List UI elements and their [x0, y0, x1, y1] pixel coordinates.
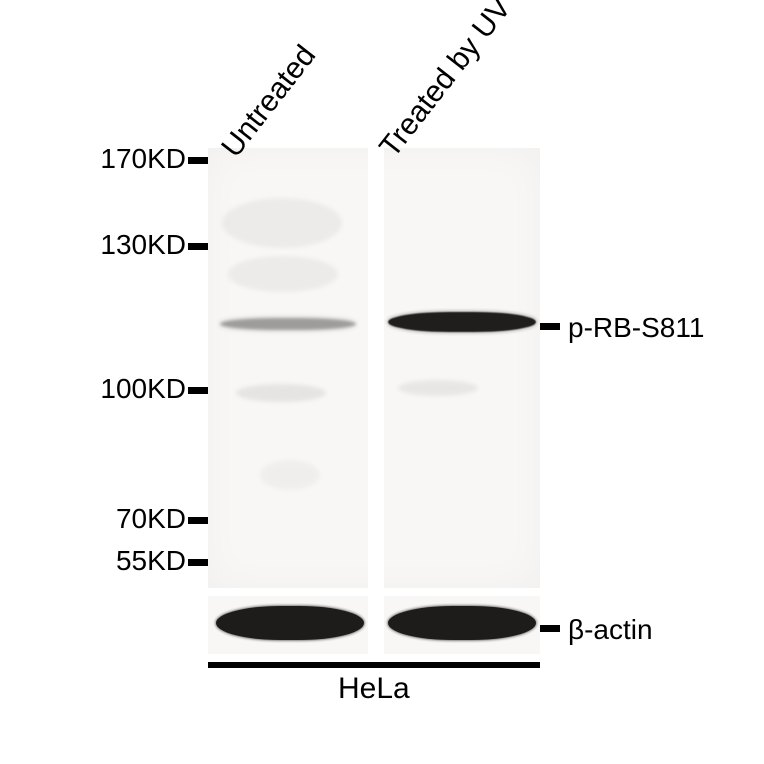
mw-marker-tick: [188, 243, 208, 250]
mw-marker-label: 100KD: [100, 373, 186, 405]
target-band-lane1: [220, 318, 356, 330]
lane-gutter-actin: [368, 596, 384, 654]
actin-band-lane1: [216, 606, 364, 640]
lane-label: Untreated: [215, 39, 323, 164]
mw-marker-tick: [188, 559, 208, 566]
mw-marker-label: 70KD: [116, 503, 186, 535]
mw-marker-label: 130KD: [100, 229, 186, 261]
sample-label: HeLa: [338, 672, 410, 706]
actin-label: β-actin: [568, 614, 653, 646]
blot-smudge: [222, 198, 342, 248]
figure-stage: 170KD 130KD 100KD 70KD 55KD Untreated Treated…: [0, 0, 764, 764]
actin-band-lane2: [388, 606, 536, 640]
mw-marker-label: 170KD: [100, 143, 186, 175]
lane-label: Treated by UV: [373, 0, 518, 164]
blot-smudge: [228, 256, 338, 292]
actin-tick: [540, 625, 560, 632]
blot-smudge: [236, 384, 326, 402]
blot-smudge: [398, 380, 478, 396]
blot-smudge: [260, 460, 320, 490]
mw-marker-tick: [188, 517, 208, 524]
mw-marker-tick: [188, 387, 208, 394]
target-band-tick: [540, 323, 560, 330]
mw-marker-label: 55KD: [116, 545, 186, 577]
target-band-label: p-RB-S811: [568, 312, 704, 344]
target-band-lane2: [388, 312, 536, 332]
sample-underline-bar: [208, 662, 540, 668]
mw-marker-tick: [188, 157, 208, 164]
lane-gutter-main: [368, 148, 384, 588]
